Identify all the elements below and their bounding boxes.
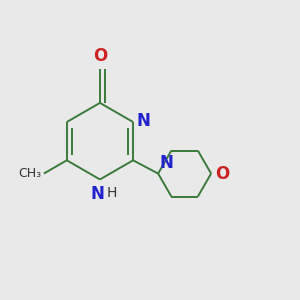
Text: O: O (215, 165, 229, 183)
Text: O: O (93, 47, 107, 65)
Text: N: N (137, 112, 151, 130)
Text: CH₃: CH₃ (18, 167, 41, 180)
Text: N: N (90, 185, 104, 203)
Text: N: N (160, 154, 173, 172)
Text: H: H (106, 186, 117, 200)
